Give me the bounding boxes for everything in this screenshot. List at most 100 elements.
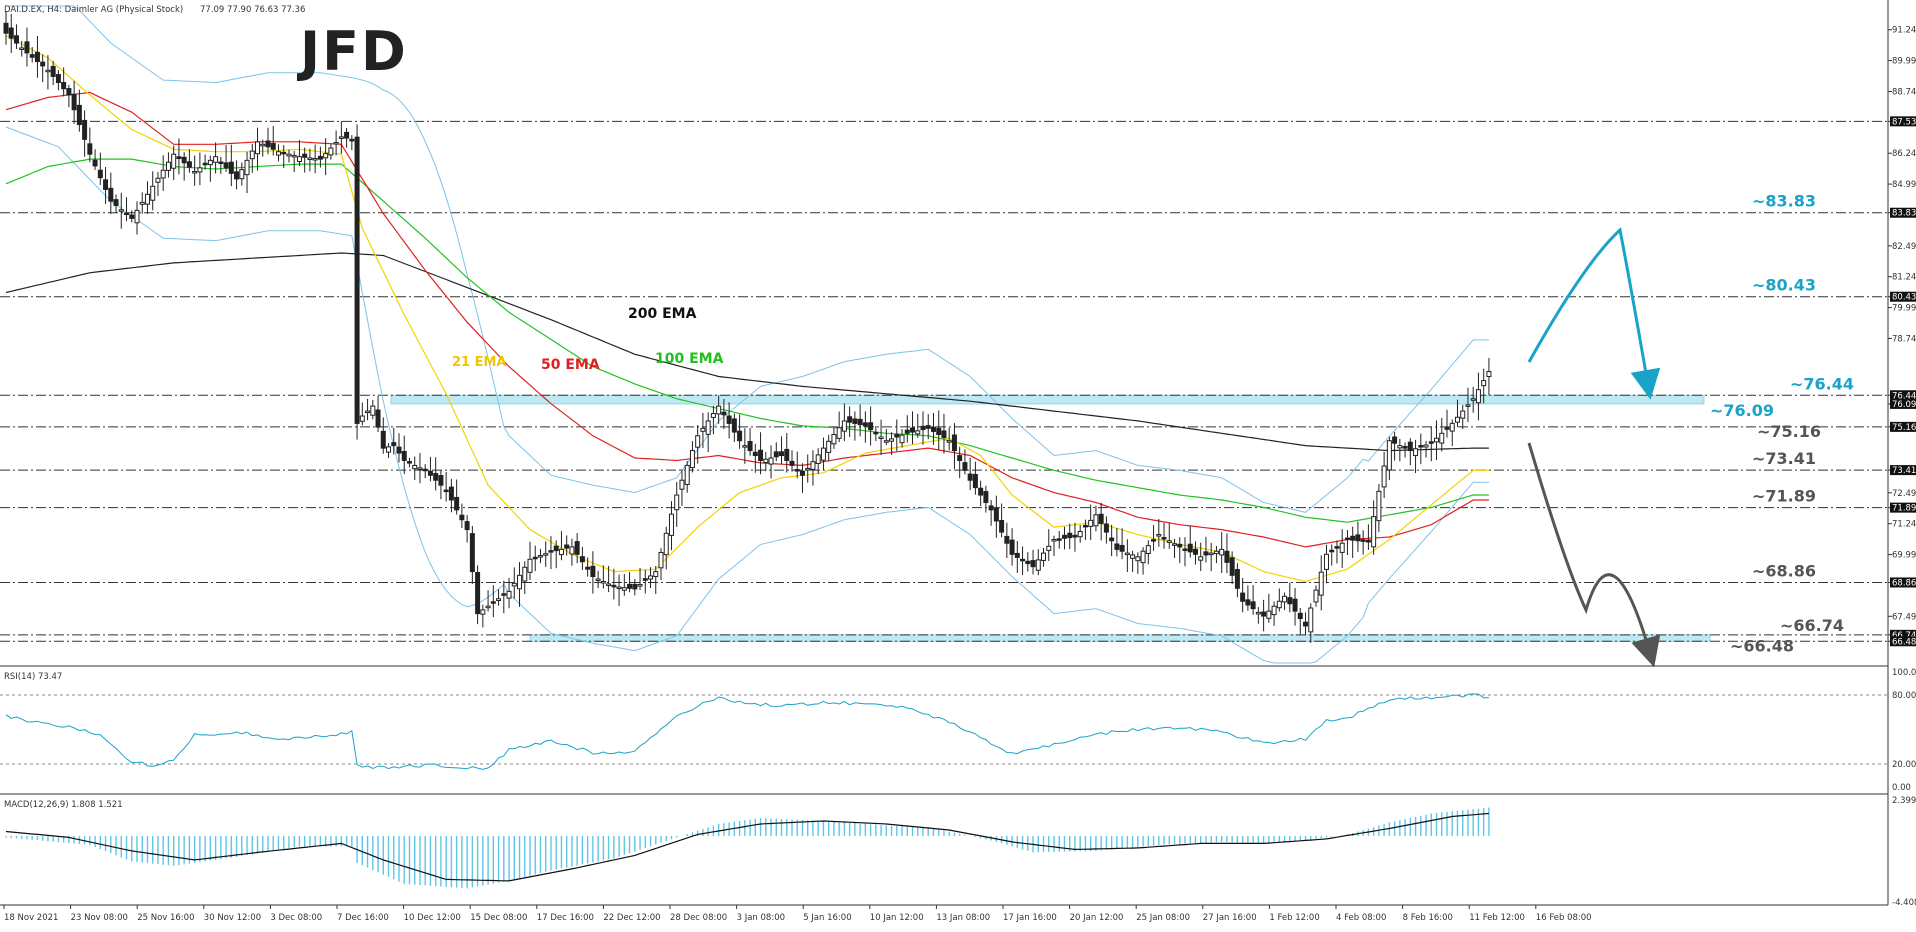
candle	[1397, 438, 1403, 462]
candle	[365, 398, 371, 421]
svg-text:68.86: 68.86	[1892, 578, 1916, 588]
svg-text:71.24: 71.24	[1892, 520, 1916, 530]
candle	[469, 526, 475, 584]
candle	[1056, 531, 1062, 549]
candle	[1182, 537, 1188, 567]
candle	[1077, 525, 1083, 543]
projection-up-arrow	[1527, 227, 1661, 400]
time-tick: 10 Dec 12:00	[403, 905, 461, 923]
candle	[873, 425, 879, 442]
candle	[1460, 404, 1466, 430]
candle	[1166, 522, 1172, 549]
candles-layer	[3, 10, 1492, 643]
candle	[763, 451, 769, 472]
candle	[857, 404, 863, 437]
time-tick: 22 Dec 12:00	[602, 905, 661, 923]
candle	[396, 433, 402, 463]
candle	[831, 427, 837, 449]
candle	[1282, 592, 1288, 610]
candle	[103, 167, 109, 204]
candle	[160, 155, 166, 191]
candle	[1303, 612, 1309, 635]
candle	[181, 152, 187, 181]
candle	[359, 402, 365, 426]
candle	[296, 140, 302, 167]
time-tick: 13 Jan 08:00	[935, 905, 990, 923]
svg-text:16 Feb 08:00: 16 Feb 08:00	[1536, 913, 1592, 923]
candle	[836, 411, 842, 443]
candle	[406, 457, 412, 468]
candle	[663, 526, 669, 570]
time-tick: 8 Feb 16:00	[1402, 905, 1453, 923]
svg-text:3 Jan 08:00: 3 Jan 08:00	[737, 913, 785, 923]
level-label-1: ~80.43	[1752, 276, 1816, 295]
candle	[1465, 387, 1471, 423]
candle	[1051, 535, 1057, 557]
candle	[1004, 522, 1010, 559]
svg-text:81.24: 81.24	[1892, 273, 1916, 283]
price-tick: 89.99	[1888, 57, 1916, 67]
candle	[192, 155, 198, 186]
candle	[186, 149, 192, 173]
candle	[134, 201, 140, 235]
candle	[648, 567, 654, 589]
logo: JFD	[296, 20, 408, 83]
candle	[789, 450, 795, 472]
candle	[97, 152, 103, 185]
candle	[820, 437, 826, 471]
level-label-9: ~66.48	[1730, 636, 1794, 655]
price-tick: 72.49	[1888, 489, 1916, 499]
chart-title: DAI.D.EX, H4: Daimler AG (Physical Stock…	[4, 5, 183, 15]
candle	[642, 569, 648, 594]
candle	[464, 515, 470, 543]
candle	[574, 533, 580, 564]
candle	[1109, 524, 1115, 557]
time-tick: 11 Feb 12:00	[1468, 905, 1525, 923]
svg-text:75.16: 75.16	[1892, 423, 1916, 433]
svg-text:86.24: 86.24	[1892, 149, 1916, 159]
candle	[333, 130, 339, 156]
candle	[307, 148, 313, 172]
candle	[564, 535, 570, 556]
candle	[611, 568, 617, 600]
candle	[1020, 546, 1026, 575]
candle	[480, 604, 486, 628]
candle	[82, 110, 88, 157]
candle	[553, 540, 559, 569]
candle	[1088, 504, 1094, 541]
candle	[1318, 555, 1324, 611]
candle	[548, 536, 554, 570]
candle	[1449, 419, 1455, 447]
candle	[826, 434, 832, 462]
price-tick: 67.49	[1888, 612, 1916, 622]
candle	[967, 457, 973, 491]
price-tick: 86.24	[1888, 149, 1916, 159]
candle	[223, 145, 229, 172]
candle	[637, 567, 643, 591]
candle	[239, 162, 245, 186]
candle	[1418, 433, 1424, 465]
candle	[1046, 529, 1052, 561]
ema100-line	[5, 158, 1489, 523]
svg-text:76.44: 76.44	[1892, 391, 1916, 401]
ema-layer	[5, 35, 1489, 583]
svg-text:87.53: 87.53	[1892, 117, 1916, 127]
candle	[742, 428, 748, 464]
candle	[108, 172, 114, 214]
candle	[779, 436, 785, 464]
candle	[1339, 529, 1345, 568]
candle	[312, 144, 318, 174]
rsi-line	[5, 693, 1489, 770]
candle	[370, 399, 376, 420]
candle	[1140, 547, 1146, 575]
svg-text:8 Feb 16:00: 8 Feb 16:00	[1403, 913, 1453, 923]
rsi-tick: 100.00	[1892, 668, 1916, 678]
svg-text:23 Nov 08:00: 23 Nov 08:00	[71, 913, 128, 923]
level-label-3: ~76.09	[1710, 401, 1774, 420]
candle	[805, 454, 811, 483]
candle	[1308, 603, 1314, 643]
candle	[784, 433, 790, 473]
candle	[883, 428, 889, 446]
